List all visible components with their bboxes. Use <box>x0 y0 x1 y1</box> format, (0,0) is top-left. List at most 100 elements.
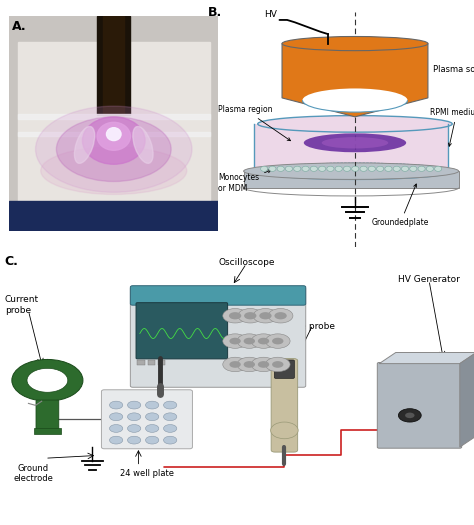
FancyBboxPatch shape <box>274 360 294 379</box>
Circle shape <box>109 425 123 433</box>
Circle shape <box>253 309 278 323</box>
Circle shape <box>164 413 177 421</box>
Circle shape <box>146 401 159 409</box>
Polygon shape <box>460 352 474 447</box>
Text: B.: B. <box>208 6 222 19</box>
Ellipse shape <box>368 166 375 171</box>
Bar <box>148 360 155 365</box>
Circle shape <box>109 413 123 421</box>
Text: HV: HV <box>264 10 277 19</box>
Circle shape <box>258 361 269 368</box>
Circle shape <box>128 401 141 409</box>
Circle shape <box>164 436 177 444</box>
Polygon shape <box>282 44 428 117</box>
Circle shape <box>128 413 141 421</box>
Text: 24 well plate: 24 well plate <box>120 469 174 478</box>
Circle shape <box>268 309 293 323</box>
Text: Plasma
source: Plasma source <box>193 360 223 379</box>
Ellipse shape <box>426 166 433 171</box>
Bar <box>18 41 210 205</box>
Circle shape <box>223 334 247 348</box>
Polygon shape <box>379 352 474 364</box>
Circle shape <box>223 357 247 372</box>
Bar <box>103 16 124 115</box>
Circle shape <box>109 436 123 444</box>
FancyBboxPatch shape <box>130 287 306 387</box>
Ellipse shape <box>56 117 171 182</box>
Ellipse shape <box>393 166 401 171</box>
Circle shape <box>244 338 255 344</box>
FancyBboxPatch shape <box>101 390 192 449</box>
Circle shape <box>146 425 159 433</box>
Ellipse shape <box>36 106 192 192</box>
Text: Voltage probe: Voltage probe <box>272 322 335 331</box>
Bar <box>9 201 218 231</box>
FancyBboxPatch shape <box>36 400 59 430</box>
Bar <box>254 124 448 171</box>
FancyBboxPatch shape <box>271 359 298 452</box>
Ellipse shape <box>410 166 417 171</box>
Circle shape <box>272 361 283 368</box>
Circle shape <box>146 413 159 421</box>
Circle shape <box>128 436 141 444</box>
Circle shape <box>399 408 421 422</box>
Bar <box>18 114 210 119</box>
Circle shape <box>259 312 272 319</box>
Ellipse shape <box>327 166 334 171</box>
Bar <box>244 171 459 188</box>
Ellipse shape <box>304 133 406 152</box>
Circle shape <box>265 357 290 372</box>
Ellipse shape <box>74 127 95 163</box>
Text: Current
probe: Current probe <box>5 296 39 315</box>
Ellipse shape <box>244 163 459 180</box>
Circle shape <box>258 338 269 344</box>
Text: Plasma region: Plasma region <box>218 105 291 141</box>
Text: RPMI medium: RPMI medium <box>430 108 474 146</box>
Circle shape <box>164 401 177 409</box>
Ellipse shape <box>258 116 452 132</box>
Ellipse shape <box>302 166 309 171</box>
Ellipse shape <box>343 166 351 171</box>
Circle shape <box>128 425 141 433</box>
Ellipse shape <box>302 88 408 112</box>
Circle shape <box>12 360 83 401</box>
Circle shape <box>237 357 262 372</box>
Text: HV Generator: HV Generator <box>398 275 460 284</box>
Ellipse shape <box>82 117 145 164</box>
Circle shape <box>244 312 256 319</box>
Ellipse shape <box>271 422 298 439</box>
Ellipse shape <box>97 122 130 150</box>
Ellipse shape <box>282 37 428 51</box>
Circle shape <box>237 334 262 348</box>
Ellipse shape <box>335 166 342 171</box>
Circle shape <box>251 334 276 348</box>
Bar <box>134 288 302 304</box>
Ellipse shape <box>418 166 425 171</box>
Text: Groundedplate: Groundedplate <box>372 184 429 227</box>
Circle shape <box>274 312 287 319</box>
Circle shape <box>164 425 177 433</box>
Ellipse shape <box>285 166 292 171</box>
Circle shape <box>229 361 241 368</box>
Ellipse shape <box>41 147 187 194</box>
Ellipse shape <box>269 166 276 171</box>
Bar <box>97 16 130 115</box>
Circle shape <box>146 436 159 444</box>
Text: C.: C. <box>5 255 18 268</box>
Text: Monocytes
or MDM: Monocytes or MDM <box>218 170 271 193</box>
Text: Ground
electrode: Ground electrode <box>13 464 53 483</box>
Ellipse shape <box>385 166 392 171</box>
Circle shape <box>272 338 283 344</box>
Ellipse shape <box>376 166 384 171</box>
Ellipse shape <box>107 128 121 141</box>
Ellipse shape <box>401 166 409 171</box>
Ellipse shape <box>277 166 284 171</box>
Text: A.: A. <box>11 20 26 33</box>
Ellipse shape <box>133 127 153 163</box>
Text: Oscilloscope: Oscilloscope <box>218 258 275 267</box>
Bar <box>34 428 61 434</box>
Circle shape <box>405 413 415 418</box>
Ellipse shape <box>319 166 326 171</box>
Ellipse shape <box>322 137 388 149</box>
Ellipse shape <box>261 166 268 171</box>
